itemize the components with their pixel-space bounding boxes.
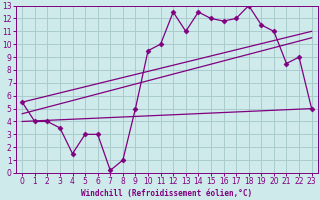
X-axis label: Windchill (Refroidissement éolien,°C): Windchill (Refroidissement éolien,°C): [81, 189, 252, 198]
